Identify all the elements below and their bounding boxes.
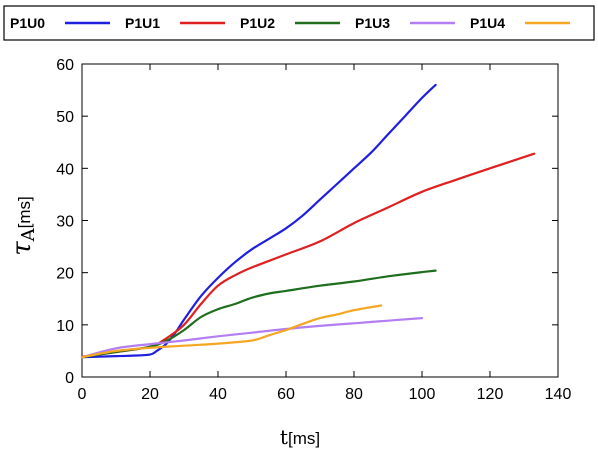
x-tick-label: 60 <box>277 386 295 403</box>
x-axis-label: t[ms] <box>280 425 320 449</box>
x-tick-label: 140 <box>545 386 572 403</box>
x-tick-label: 20 <box>141 386 159 403</box>
axis-ticks: 0 20 40 60 80 100 120 140 0 10 20 30 40 50 60 <box>56 57 571 403</box>
y-axis-unit: [ms] <box>15 196 34 228</box>
legend-label-p1u2: P1U2 <box>240 15 275 31</box>
series-line-p1u1 <box>80 152 536 358</box>
y-tick-label: 60 <box>56 57 74 74</box>
y-axis-symbol: τ <box>7 241 37 256</box>
y-tick-label: 0 <box>65 370 74 387</box>
series-line-p1u3 <box>80 317 424 359</box>
y-tick-label: 20 <box>56 266 74 283</box>
y-tick-label: 50 <box>56 109 74 126</box>
y-tick-label: 40 <box>56 161 74 178</box>
x-axis-symbol: t <box>280 425 288 449</box>
x-tick-label: 40 <box>209 386 227 403</box>
x-tick-label: 80 <box>345 386 363 403</box>
legend-label-p1u0: P1U0 <box>10 15 45 31</box>
legend-label-p1u1: P1U1 <box>125 15 160 31</box>
y-axis-label: τA[ms] <box>7 196 39 256</box>
x-tick-label: 120 <box>477 386 504 403</box>
y-tick-label: 30 <box>56 214 74 231</box>
y-axis-subscript: A <box>18 227 39 242</box>
series-lines <box>80 83 536 359</box>
series-line-p1u0 <box>80 83 437 359</box>
legend: P1U0 P1U1 P1U2 P1U3 P1U4 <box>10 15 570 31</box>
legend-label-p1u3: P1U3 <box>355 15 390 31</box>
y-tick-label: 10 <box>56 318 74 335</box>
svg-text:τA[ms]: τA[ms] <box>7 196 39 256</box>
x-tick-label: 0 <box>78 386 87 403</box>
x-tick-label: 100 <box>409 386 436 403</box>
legend-label-p1u4: P1U4 <box>470 15 505 31</box>
series-line-p1u4 <box>80 304 383 359</box>
x-axis-unit: [ms] <box>288 429 320 448</box>
